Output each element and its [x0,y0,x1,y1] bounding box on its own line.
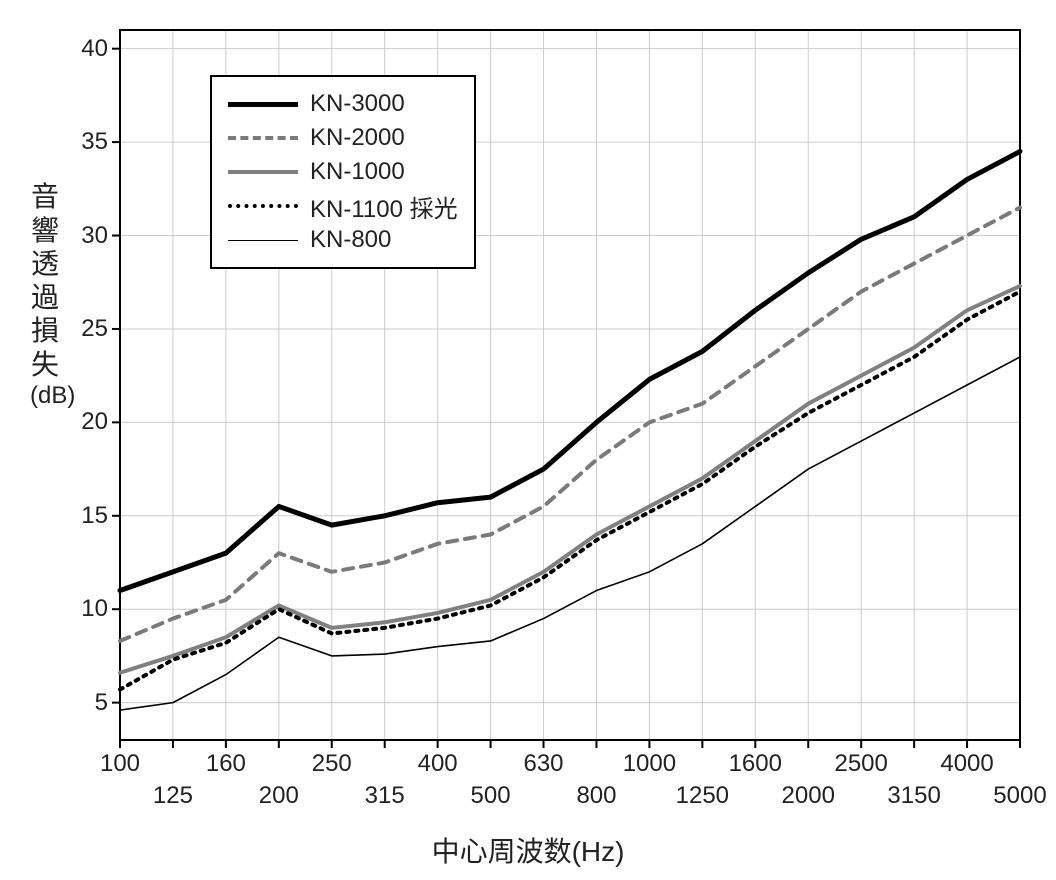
x-tick-label: 1000 [619,750,679,778]
legend-swatch [228,204,298,208]
x-tick-label: 250 [302,750,362,778]
x-tick-label: 2000 [778,782,838,810]
x-tick-label: 1600 [725,750,785,778]
x-tick-label: 5000 [990,782,1050,810]
legend-label: KN-800 [310,226,391,254]
y-tick-label: 10 [81,595,108,623]
y-tick-label: 20 [81,408,108,436]
x-tick-label: 315 [355,782,415,810]
chart-legend: KN-3000 KN-2000 KN-1000 KN-1100 採光KN-800 [210,75,476,269]
y-tick-label: 30 [81,222,108,250]
x-tick-label: 125 [143,782,203,810]
legend-item-kn1100: KN-1100 採光 [228,189,458,223]
legend-label: KN-2000 [310,124,405,152]
legend-item-kn3000: KN-3000 [228,87,458,121]
legend-label: KN-1000 [310,158,405,186]
y-tick-label: 15 [81,502,108,530]
chart-plot-area [0,0,1056,880]
legend-swatch [228,102,298,107]
legend-item-kn2000: KN-2000 [228,121,458,155]
x-tick-label: 630 [514,750,574,778]
x-tick-label: 200 [249,782,309,810]
x-tick-label: 1250 [672,782,732,810]
legend-swatch [228,240,298,241]
x-tick-label: 400 [408,750,468,778]
x-tick-label: 2500 [831,750,891,778]
y-axis-label: 音響透過損失(dB) [30,180,60,410]
x-axis-label: 中心周波数(Hz) [0,830,1056,870]
y-tick-label: 5 [95,689,108,717]
legend-label: KN-1100 採光 [310,189,458,224]
y-tick-label: 40 [81,35,108,63]
x-tick-label: 3150 [884,782,944,810]
x-tick-label: 800 [566,782,626,810]
y-tick-label: 35 [81,128,108,156]
legend-swatch [228,170,298,174]
x-tick-label: 500 [461,782,521,810]
x-tick-label: 160 [196,750,256,778]
legend-item-kn800: KN-800 [228,223,458,257]
y-tick-label: 25 [81,315,108,343]
legend-item-kn1000: KN-1000 [228,155,458,189]
legend-swatch [228,136,298,140]
sound-transmission-loss-chart: 音響透過損失(dB) 中心周波数(Hz) KN-3000 KN-2000 KN-10… [0,0,1056,880]
legend-label: KN-3000 [310,90,405,118]
x-tick-label: 4000 [937,750,997,778]
x-tick-label: 100 [90,750,150,778]
